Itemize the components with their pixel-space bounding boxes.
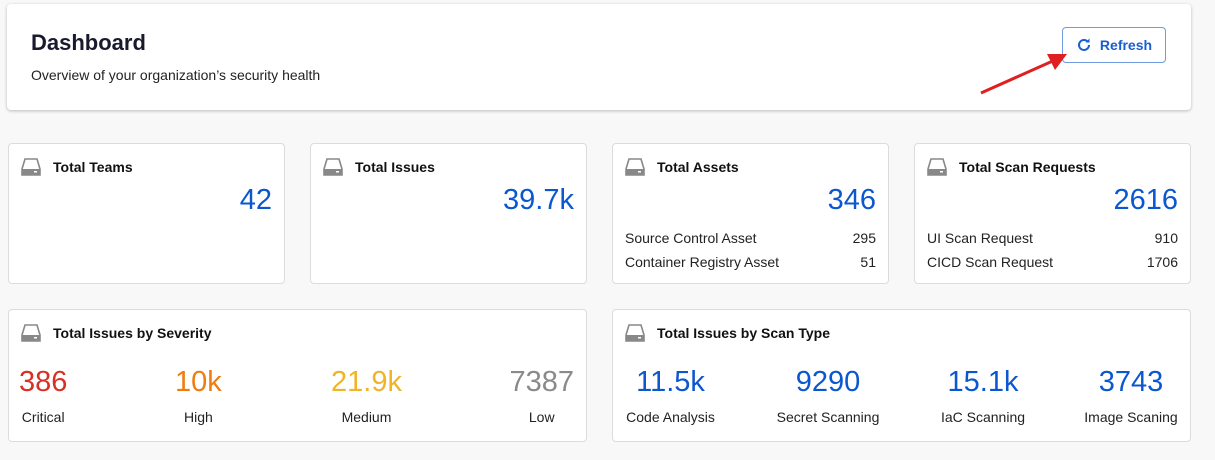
- row-value: 1706: [1146, 254, 1178, 270]
- stat-value: 3743: [1098, 366, 1164, 398]
- stat-value: 11.5k: [636, 366, 705, 398]
- card-title: Total Assets: [657, 159, 739, 175]
- issues-by-severity-card: Total Issues by Severity 386 Critical 10k…: [8, 309, 587, 442]
- page-title: Dashboard: [31, 30, 146, 55]
- card-title: Total Scan Requests: [959, 159, 1096, 175]
- row-value: 910: [1154, 230, 1178, 246]
- drive-icon: [625, 324, 645, 342]
- row-label: Source Control Asset: [625, 230, 757, 246]
- annotation-arrow-icon: [980, 54, 1067, 95]
- severity-low: 7387 Low: [509, 366, 574, 425]
- page-subtitle: Overview of your organization’s security…: [31, 67, 321, 83]
- stat-value: 21.9k: [331, 366, 402, 398]
- scan-type-secret-scanning: 9290 Secret Scanning: [773, 366, 883, 425]
- refresh-label: Refresh: [1099, 37, 1153, 53]
- scan-type-image-scanning: 3743 Image Scaning: [1083, 366, 1179, 425]
- scan-type-code-analysis: 11.5k Code Analysis: [623, 366, 718, 425]
- drive-icon: [21, 158, 41, 176]
- row-label: CICD Scan Request: [927, 254, 1054, 270]
- card-title: Total Issues by Scan Type: [657, 325, 830, 341]
- card-value: 39.7k: [503, 184, 574, 216]
- drive-icon: [323, 158, 343, 176]
- stat-value: 386: [19, 366, 68, 398]
- issues-by-scan-type-card: Total Issues by Scan Type 11.5k Code Anal…: [612, 309, 1191, 442]
- card-title: Total Teams: [53, 159, 133, 175]
- stat-label: High: [183, 409, 213, 425]
- stat-label: Image Scaning: [1084, 409, 1178, 425]
- stat-label: Medium: [341, 409, 392, 425]
- stat-label: Low: [528, 409, 555, 425]
- refresh-button[interactable]: Refresh: [1062, 27, 1166, 63]
- card-title: Total Issues: [355, 159, 435, 175]
- stat-value: 10k: [175, 366, 222, 398]
- card-value: 2616: [1113, 184, 1178, 216]
- total-issues-card: Total Issues 39.7k: [310, 143, 587, 284]
- row-value: 51: [860, 254, 876, 270]
- stat-label: Code Analysis: [626, 409, 715, 425]
- stat-value: 7387: [509, 366, 574, 398]
- row-label: UI Scan Request: [927, 230, 1033, 246]
- card-value: 346: [827, 184, 876, 216]
- list-item: Source Control Asset 295: [625, 230, 876, 246]
- severity-medium: 21.9k Medium: [331, 366, 402, 425]
- card-value: 42: [239, 184, 272, 216]
- page-header: Dashboard Overview of your organization’…: [7, 4, 1191, 110]
- drive-icon: [625, 158, 645, 176]
- refresh-icon: [1077, 38, 1090, 51]
- list-item: Container Registry Asset 51: [625, 254, 876, 270]
- stat-value: 15.1k: [947, 366, 1019, 398]
- card-title: Total Issues by Severity: [53, 325, 212, 341]
- drive-icon: [927, 158, 947, 176]
- severity-critical: 386 Critical: [19, 366, 67, 425]
- stat-label: IaC Scanning: [940, 409, 1026, 425]
- row-label: Container Registry Asset: [625, 254, 780, 270]
- total-assets-card: Total Assets 346 Source Control Asset 295…: [612, 143, 889, 284]
- stat-label: Secret Scanning: [776, 409, 880, 425]
- total-teams-card: Total Teams 42: [8, 143, 285, 284]
- list-item: UI Scan Request 910: [927, 230, 1178, 246]
- stat-value: 9290: [795, 366, 861, 398]
- scan-type-iac-scanning: 15.1k IaC Scanning: [933, 366, 1033, 425]
- list-item: CICD Scan Request 1706: [927, 254, 1178, 270]
- row-value: 295: [852, 230, 876, 246]
- drive-icon: [21, 324, 41, 342]
- stat-label: Critical: [21, 409, 65, 425]
- total-scan-requests-card: Total Scan Requests 2616 UI Scan Request…: [914, 143, 1191, 284]
- severity-high: 10k High: [175, 366, 222, 425]
